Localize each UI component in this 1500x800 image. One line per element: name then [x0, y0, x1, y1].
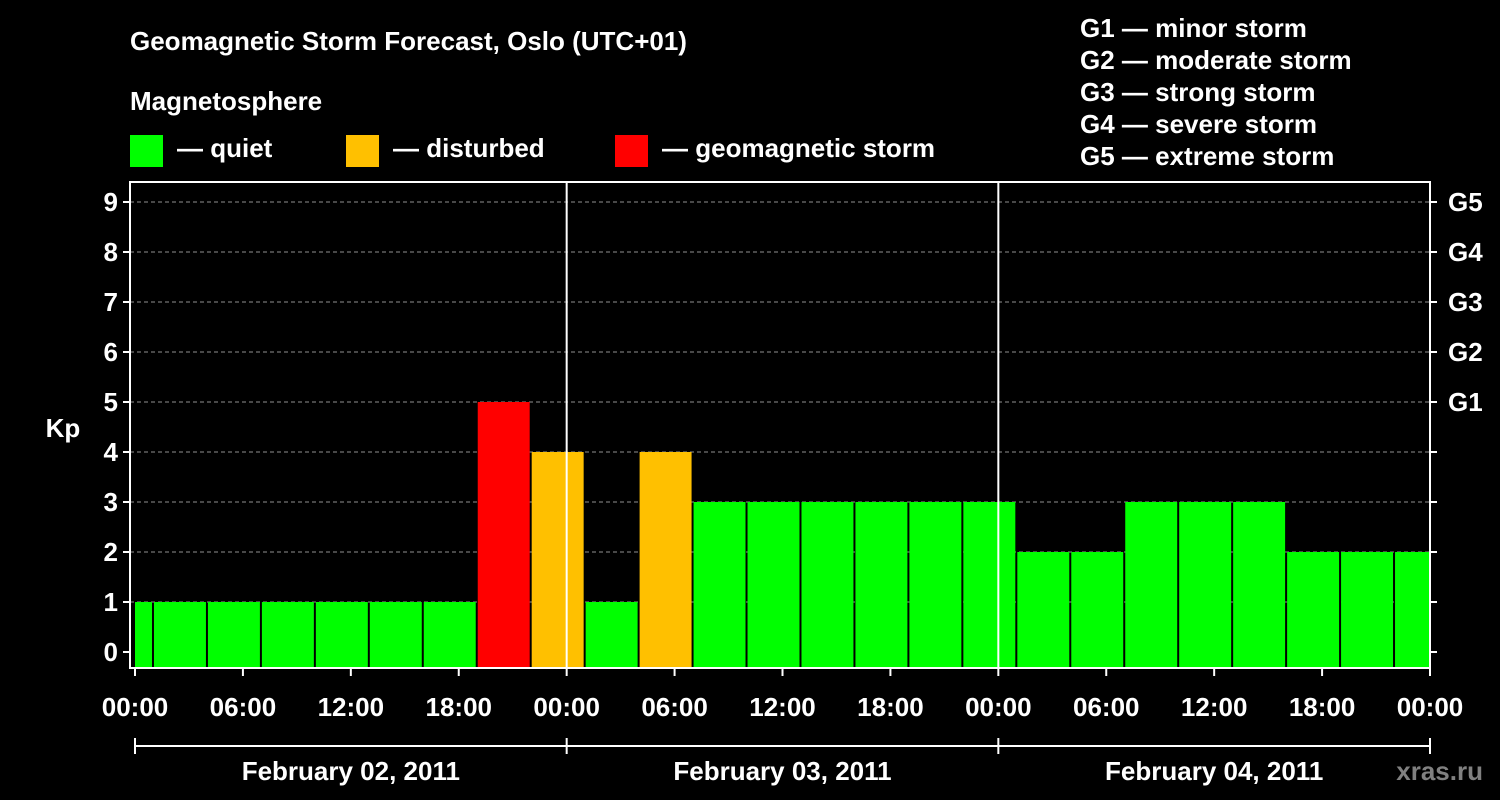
- y-axis-label: Kp: [46, 413, 81, 443]
- x-tick-label: 18:00: [1289, 692, 1356, 722]
- kp-bar: [1179, 502, 1232, 668]
- kp-bar: [801, 502, 854, 668]
- x-tick-label: 12:00: [749, 692, 816, 722]
- storm-level-label: G3: [1448, 287, 1483, 317]
- x-tick-label: 00:00: [102, 692, 169, 722]
- kp-bar: [153, 602, 206, 668]
- kp-bar: [261, 602, 314, 668]
- kp-bar: [963, 502, 1016, 668]
- day-label: February 03, 2011: [673, 756, 891, 786]
- legend-label-disturbed: — disturbed: [393, 133, 545, 163]
- y-tick-label: 8: [104, 237, 118, 267]
- kp-bar: [1341, 552, 1394, 668]
- kp-bar: [855, 502, 908, 668]
- kp-bar: [909, 502, 962, 668]
- x-tick-label: 18:00: [426, 692, 493, 722]
- kp-bar: [315, 602, 368, 668]
- day-label: February 04, 2011: [1105, 756, 1323, 786]
- y-axis-right: G1 G2 G3 G4 G5: [1430, 187, 1483, 653]
- y-tick-label: 9: [104, 187, 118, 217]
- kp-bar: [1017, 552, 1070, 668]
- x-tick-label: 00:00: [1397, 692, 1464, 722]
- x-axis: 00:00 06:00 12:00 18:00 00:00 06:00 12:00 18:00…: [102, 668, 1464, 722]
- legend-swatch-disturbed: [346, 135, 379, 167]
- legend-swatch-storm: [615, 135, 648, 167]
- day-bracket: February 02, 2011 February 03, 2011 Februa…: [134, 738, 1431, 786]
- day-divider-lines: [565, 182, 1000, 668]
- x-tick-label: 12:00: [1181, 692, 1248, 722]
- legend-label-quiet: — quiet: [177, 133, 273, 163]
- y-tick-label: 6: [104, 337, 118, 367]
- x-tick-label: 00:00: [965, 692, 1032, 722]
- storm-level-label: G1: [1448, 387, 1483, 417]
- kp-bar: [207, 602, 260, 668]
- kp-bar: [1395, 552, 1429, 668]
- legend-swatch-quiet: [130, 135, 163, 167]
- kp-bar: [1125, 502, 1178, 668]
- x-tick-label: 06:00: [210, 692, 277, 722]
- x-tick-label: 06:00: [641, 692, 708, 722]
- kp-bar: [747, 502, 800, 668]
- legend-label-storm: — geomagnetic storm: [662, 133, 935, 163]
- watermark: xras.ru: [1396, 756, 1483, 786]
- day-label: February 02, 2011: [242, 756, 460, 786]
- storm-level-label: G2: [1448, 337, 1483, 367]
- x-tick-label: 00:00: [533, 692, 600, 722]
- x-tick-label: 06:00: [1073, 692, 1140, 722]
- y-tick-label: 7: [104, 287, 118, 317]
- y-tick-label: 3: [104, 487, 118, 517]
- storm-scale-item: G2 — moderate storm: [1080, 45, 1352, 75]
- kp-bar: [135, 602, 152, 668]
- y-axis-left: 0 1 2 3 4 5 6 7 8 9: [104, 187, 130, 667]
- y-tick-label: 4: [104, 437, 119, 467]
- storm-scale-item: G5 — extreme storm: [1080, 141, 1334, 171]
- x-tick-label: 12:00: [318, 692, 385, 722]
- chart-subtitle: Magnetosphere: [130, 86, 322, 116]
- x-tick-label: 18:00: [857, 692, 924, 722]
- kp-bar: [1233, 502, 1286, 668]
- storm-scale-item: G4 — severe storm: [1080, 109, 1317, 139]
- kp-bar: [693, 502, 746, 668]
- bars: [135, 402, 1429, 668]
- storm-level-label: G4: [1448, 237, 1483, 267]
- storm-scale-item: G3 — strong storm: [1080, 77, 1315, 107]
- plot-frame: [129, 181, 1431, 669]
- kp-bar: [1071, 552, 1124, 668]
- y-tick-label: 5: [104, 387, 118, 417]
- kp-bar: [585, 602, 638, 668]
- kp-bar: [531, 452, 584, 668]
- y-tick-label: 0: [104, 637, 118, 667]
- legend: — quiet — disturbed — geomagnetic storm: [130, 133, 935, 167]
- storm-scale-legend: G1 — minor storm G2 — moderate storm G3 …: [1080, 13, 1352, 171]
- kp-bar: [369, 602, 422, 668]
- chart-title: Geomagnetic Storm Forecast, Oslo (UTC+01…: [130, 26, 687, 56]
- kp-bar: [423, 602, 476, 668]
- y-tick-label: 2: [104, 537, 118, 567]
- kp-bar: [1287, 552, 1340, 668]
- kp-bar: [639, 452, 692, 668]
- storm-scale-item: G1 — minor storm: [1080, 13, 1307, 43]
- kp-bar: [477, 402, 530, 668]
- storm-level-label: G5: [1448, 187, 1483, 217]
- y-tick-label: 1: [104, 587, 118, 617]
